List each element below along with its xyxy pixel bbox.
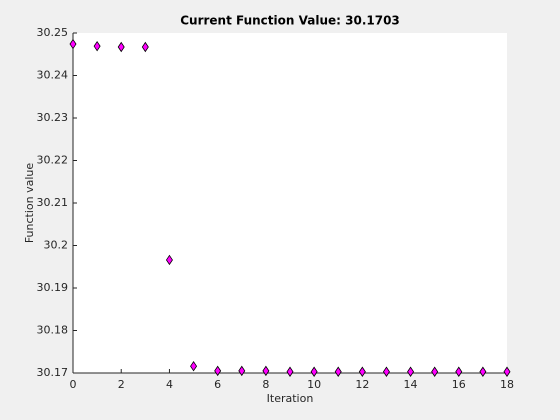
x-tick-label: 8 [262,378,269,391]
data-point [358,366,366,377]
data-point [238,365,246,377]
data-point [69,38,77,50]
y-tick-label: 30.25 [37,26,69,39]
y-tick-label: 30.17 [37,366,69,379]
chart-title: Current Function Value: 30.1703 [180,14,400,28]
x-tick-label: 14 [404,378,418,391]
data-point [117,41,125,53]
y-tick-label: 30.21 [37,196,69,209]
y-tick-label: 30.18 [37,324,69,337]
x-tick-label: 10 [307,378,321,391]
data-point [310,366,318,377]
x-tick-label: 12 [355,378,369,391]
x-tick-label: 18 [500,378,514,391]
data-point [334,366,342,377]
y-tick-label: 30.19 [37,281,69,294]
data-point [214,365,222,377]
y-axis-label: Function value [23,163,36,244]
data-point [286,366,294,377]
plot-area [73,33,507,373]
x-tick-label: 0 [70,378,77,391]
x-tick-label: 6 [214,378,221,391]
data-point [93,40,101,52]
x-tick-label: 16 [452,378,466,391]
y-tick-label: 30.23 [37,111,69,124]
data-point [407,366,415,377]
data-point [431,366,439,377]
x-tick-label: 2 [118,378,125,391]
data-point [455,366,463,377]
x-axis-label: Iteration [267,392,314,405]
data-point [165,254,173,266]
data-point [141,41,149,53]
y-tick-label: 30.2 [44,239,69,252]
y-tick-label: 30.24 [37,69,69,82]
data-point [503,366,511,377]
data-point [190,360,198,372]
y-tick-label: 30.22 [37,154,69,167]
data-point [382,366,390,377]
x-tick-label: 4 [166,378,173,391]
data-point [262,365,270,377]
data-point [479,366,487,377]
